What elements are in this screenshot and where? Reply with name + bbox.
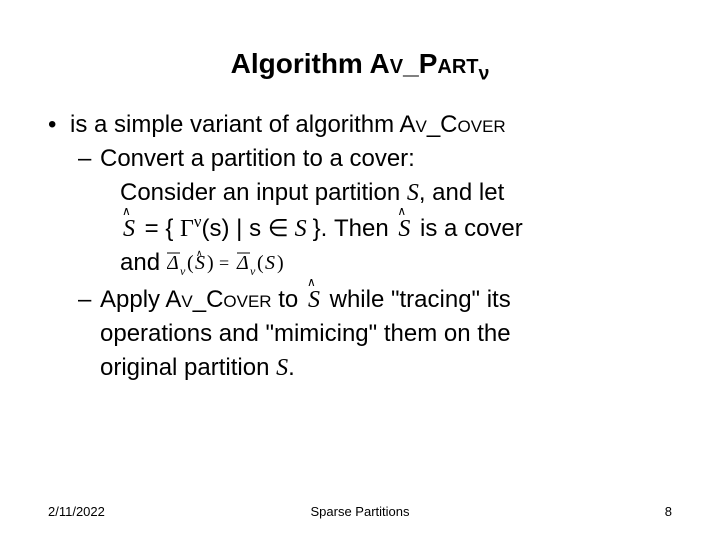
text: while "tracing" its [323, 286, 511, 313]
text-smallcaps: v_Cover [415, 111, 505, 138]
continuation-line: ∧S = { Γν(s) | s ∈ S }. Then ∧S is a cov… [48, 212, 688, 244]
text: is a cover [413, 215, 522, 242]
math-symbol-S: S [407, 180, 419, 206]
svg-text:=: = [219, 253, 229, 273]
svg-text:Δ: Δ [236, 252, 249, 274]
slide-body: is a simple variant of algorithm Av_Cove… [48, 110, 688, 387]
footer-page-number: 8 [665, 504, 672, 519]
math-superscript-nu: ν [194, 212, 202, 231]
math-symbol-S-hat: ∧S [305, 285, 323, 315]
text-smallcaps: v_Cover [181, 286, 271, 313]
svg-text:Δ: Δ [167, 252, 179, 274]
svg-text:(: ( [187, 252, 194, 274]
text: original partition [100, 354, 276, 381]
bullet-level-2: Apply Av_Cover to ∧S while "tracing" its [48, 285, 688, 315]
text: , and let [419, 179, 504, 206]
svg-text:): ) [277, 252, 284, 274]
text: }. Then [313, 215, 396, 242]
math-symbol-element-of: ∈ [268, 216, 289, 242]
slide: Algorithm Av_Partν is a simple variant o… [0, 0, 720, 540]
text: is a simple variant of algorithm A [70, 111, 415, 138]
continuation-line: operations and "mimicing" them on the [48, 319, 688, 349]
svg-text:ν: ν [180, 264, 186, 278]
text: operations and "mimicing" them on the [100, 320, 511, 347]
footer-center: Sparse Partitions [0, 504, 720, 519]
svg-text:): ) [207, 252, 214, 274]
svg-text:S: S [265, 252, 275, 274]
hat-accent: ∧ [122, 204, 131, 219]
svg-text:ν: ν [250, 264, 256, 278]
math-symbol-S-hat: ∧S [120, 214, 138, 244]
math-symbol-S: S [276, 355, 288, 381]
svg-text:(: ( [257, 252, 264, 274]
text: . [288, 354, 295, 381]
hat-accent: ∧ [307, 275, 316, 290]
svg-text:∧: ∧ [196, 249, 203, 258]
math-symbol-gamma: Γ [180, 216, 194, 242]
slide-title: Algorithm Av_Partν [0, 48, 720, 86]
text: = { [138, 215, 180, 242]
text: Convert a partition to a cover: [100, 145, 415, 172]
text: Apply A [100, 286, 181, 313]
bullet-level-2: Convert a partition to a cover: [48, 144, 688, 174]
delta-formula-icon: Δ ν ( S ∧ ) = Δ ν ( S ) [167, 249, 317, 279]
text: and [120, 249, 167, 276]
continuation-line: Consider an input partition S, and let [48, 178, 688, 208]
title-subscript: ν [478, 63, 489, 85]
title-text-smallcaps: v_Part [390, 48, 479, 79]
hat-accent: ∧ [397, 204, 406, 219]
continuation-line: and Δ ν ( S ∧ ) = Δ ν ( S ) [48, 248, 688, 279]
text: (s) | s [202, 215, 268, 242]
math-symbol-S-hat: ∧S [395, 214, 413, 244]
bullet-level-1: is a simple variant of algorithm Av_Cove… [48, 110, 688, 140]
text: to [272, 286, 305, 313]
title-text-prefix: Algorithm A [231, 48, 390, 79]
continuation-line: original partition S. [48, 353, 688, 383]
math-symbol-S: S [289, 216, 313, 242]
text: Consider an input partition [120, 179, 407, 206]
